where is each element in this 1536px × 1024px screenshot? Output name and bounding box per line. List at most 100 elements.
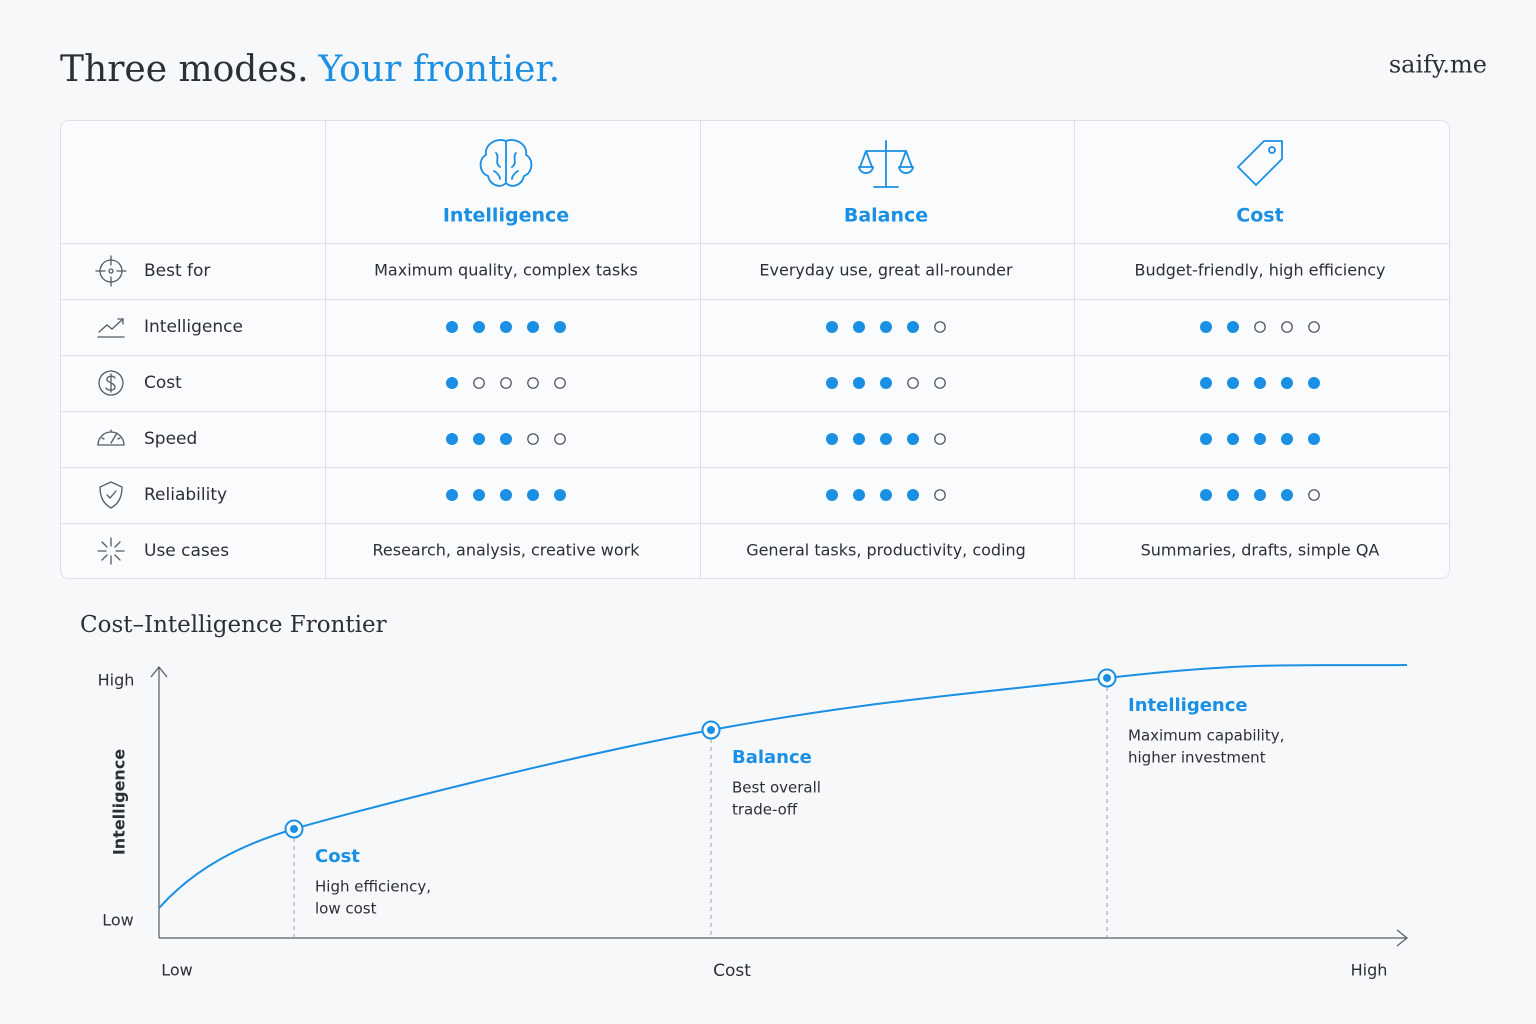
rating-dot-filled [907, 321, 919, 333]
rating-dot-filled [1227, 321, 1239, 333]
rating-dot-filled [446, 433, 458, 445]
row-label: Cost [144, 373, 182, 393]
rating-dot-filled [1227, 377, 1239, 389]
row-icon [97, 318, 125, 338]
rating-dot-empty [1281, 321, 1293, 333]
rating-dot-filled [446, 377, 458, 389]
chart-title: Cost–Intelligence Frontier [80, 612, 387, 638]
title-accent: Your frontier. [318, 49, 561, 90]
rating-dot-filled [1200, 377, 1212, 389]
rating-dot-filled [1254, 433, 1266, 445]
rating-dot-filled [880, 489, 892, 501]
column-heading: Cost [1236, 205, 1283, 227]
column-icon [479, 139, 533, 187]
rating-dot-filled [853, 377, 865, 389]
rating-dot-filled [1281, 377, 1293, 389]
rating-dot-empty [1254, 321, 1266, 333]
cell-text: Research, analysis, creative work [372, 541, 640, 560]
rating-dot-filled [500, 489, 512, 501]
row-label: Speed [144, 429, 197, 449]
point-description: Best overall [732, 779, 821, 797]
y-axis-high: High [98, 671, 135, 690]
rating-dot-empty [554, 377, 566, 389]
rating-dot-filled [826, 377, 838, 389]
row-label: Reliability [144, 485, 227, 505]
point-description: High efficiency, [315, 878, 431, 896]
point-description: higher investment [1128, 749, 1266, 767]
column-icon [1237, 140, 1283, 186]
rating-dot-filled [1200, 489, 1212, 501]
column-heading: Intelligence [443, 205, 569, 227]
title: Three modes. Your frontier. [60, 49, 560, 90]
cell-text: Maximum quality, complex tasks [374, 261, 638, 280]
title-main: Three modes. [60, 49, 309, 90]
row-icon [98, 370, 124, 396]
point-core [290, 825, 298, 833]
rating-dot-empty [1308, 489, 1320, 501]
table-frame [60, 120, 1450, 579]
rating-dot-filled [1308, 377, 1320, 389]
cell-text: General tasks, productivity, coding [746, 541, 1026, 560]
cell-text: Summaries, drafts, simple QA [1141, 541, 1380, 560]
rating-dot-filled [880, 377, 892, 389]
rating-dot-filled [1281, 433, 1293, 445]
point-name: Balance [732, 747, 812, 768]
rating-dot-empty [554, 433, 566, 445]
rating-dot-filled [500, 321, 512, 333]
rating-dot-filled [907, 489, 919, 501]
rating-dot-filled [826, 321, 838, 333]
column-icon [858, 140, 914, 188]
row-label: Use cases [144, 541, 229, 561]
point-description: Maximum capability, [1128, 727, 1284, 745]
y-axis-title: Intelligence [110, 749, 129, 855]
point-core [1103, 674, 1111, 682]
rating-dot-filled [826, 489, 838, 501]
rating-dot-filled [826, 433, 838, 445]
row-icon [99, 481, 123, 509]
rating-dot-filled [473, 433, 485, 445]
rating-dot-filled [527, 489, 539, 501]
rating-dot-filled [473, 489, 485, 501]
rating-dot-empty [934, 433, 946, 445]
row-label: Best for [144, 261, 210, 281]
rating-dot-filled [880, 321, 892, 333]
rating-dot-filled [1308, 433, 1320, 445]
point-core [707, 726, 715, 734]
rating-dot-filled [1281, 489, 1293, 501]
point-description: trade-off [732, 801, 798, 819]
rating-dot-filled [527, 321, 539, 333]
rating-dot-empty [934, 489, 946, 501]
point-name: Intelligence [1128, 695, 1248, 716]
rating-dot-filled [907, 433, 919, 445]
rating-dot-filled [853, 489, 865, 501]
rating-dot-filled [446, 321, 458, 333]
rating-dot-empty [907, 377, 919, 389]
rating-dot-filled [1254, 377, 1266, 389]
x-axis-arrow [1396, 929, 1408, 947]
x-axis-title: Cost [713, 961, 751, 981]
rating-dot-filled [853, 321, 865, 333]
rating-dot-filled [473, 321, 485, 333]
rating-dot-filled [880, 433, 892, 445]
column-heading: Balance [844, 205, 928, 227]
point-description: low cost [315, 900, 377, 918]
cell-text: Budget-friendly, high efficiency [1135, 261, 1386, 280]
rating-dot-empty [500, 377, 512, 389]
rating-dot-filled [1200, 433, 1212, 445]
rating-dot-empty [527, 377, 539, 389]
rating-dot-filled [1227, 489, 1239, 501]
rating-dot-filled [853, 433, 865, 445]
rating-dot-empty [1308, 321, 1320, 333]
rating-dot-filled [1254, 489, 1266, 501]
y-axis-arrow [150, 666, 168, 678]
row-icon [97, 429, 125, 446]
rating-dot-filled [554, 489, 566, 501]
rating-dot-filled [1200, 321, 1212, 333]
rating-dot-empty [934, 377, 946, 389]
x-axis-high: High [1351, 961, 1388, 980]
row-label: Intelligence [144, 317, 243, 337]
rating-dot-empty [934, 321, 946, 333]
point-name: Cost [315, 846, 360, 867]
